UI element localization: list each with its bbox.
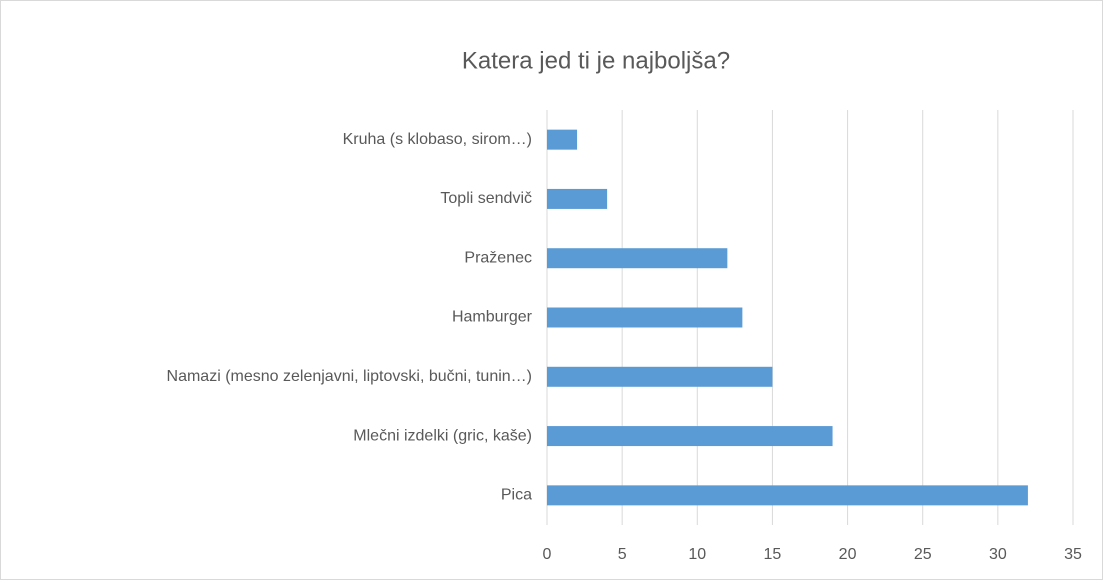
bar xyxy=(547,248,728,269)
y-tick-label: Namazi (mesno zelenjavni, liptovski, buč… xyxy=(167,368,532,385)
x-tick-label: 15 xyxy=(764,546,782,563)
x-tick-label: 30 xyxy=(989,546,1007,563)
x-tick-label: 0 xyxy=(543,546,552,563)
x-tick-label: 20 xyxy=(839,546,857,563)
y-tick-label: Kruha (s klobaso, sirom…) xyxy=(343,131,532,148)
bar xyxy=(547,485,1028,506)
x-tick-label: 25 xyxy=(914,546,932,563)
bar xyxy=(547,426,833,447)
bar xyxy=(547,307,743,328)
y-tick-label: Hamburger xyxy=(452,309,533,326)
y-tick-label: Mlečni izdelki (gric, kaše) xyxy=(353,427,532,444)
bar xyxy=(547,366,773,387)
x-tick-label: 10 xyxy=(688,546,706,563)
x-tick-label: 5 xyxy=(618,546,627,563)
x-tick-label: 35 xyxy=(1064,546,1082,563)
y-tick-label: Praženec xyxy=(464,249,532,266)
y-tick-label: Pica xyxy=(501,487,532,504)
chart-title: Katera jed ti je najboljša? xyxy=(462,47,730,74)
bar xyxy=(547,188,608,209)
y-tick-label: Topli sendvič xyxy=(440,190,532,207)
bar xyxy=(547,129,578,150)
